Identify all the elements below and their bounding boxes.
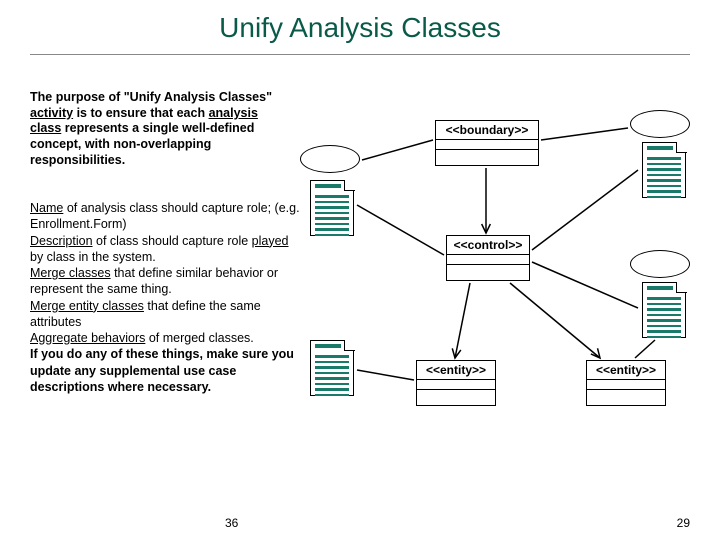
stereotype-label: <<entity>> [417,361,495,380]
document-icon [310,340,354,396]
ellipse-icon [630,110,690,138]
stereotype-label: <<control>> [447,236,529,255]
ellipse-icon [300,145,360,173]
uml-class-box: <<entity>> [416,360,496,406]
document-icon [310,180,354,236]
page-title: Unify Analysis Classes [0,0,720,44]
footer-right-page: 29 [677,516,690,530]
uml-class-box: <<boundary>> [435,120,539,166]
stereotype-label: <<entity>> [587,361,665,380]
detail-paragraph: Name of analysis class should capture ro… [30,200,305,395]
uml-class-box: <<entity>> [586,360,666,406]
footer-left-page: 36 [225,516,238,530]
uml-class-box: <<control>> [446,235,530,281]
document-icon [642,142,686,198]
stereotype-label: <<boundary>> [436,121,538,140]
intro-paragraph: The purpose of "Unify Analysis Classes" … [30,90,290,168]
document-icon [642,282,686,338]
divider [30,54,690,55]
ellipse-icon [630,250,690,278]
uml-diagram: <<boundary>> <<control>> <<entity>> <<entit… [300,80,720,500]
